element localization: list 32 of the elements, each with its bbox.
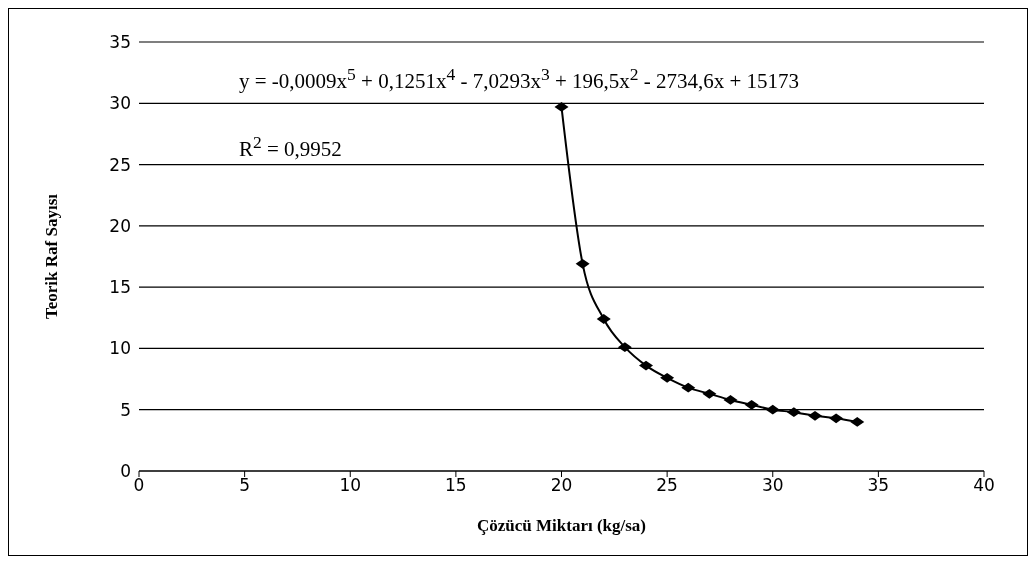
- y-tick-label: 30: [109, 93, 131, 114]
- y-axis-title: Teorik Raf Sayısı: [42, 193, 62, 320]
- y-tick-label: 25: [109, 154, 131, 175]
- annotation: R$^{2}$ = 0,9952: [239, 132, 342, 162]
- y-tick-label: 10: [109, 338, 131, 359]
- x-tick-label: 0: [133, 475, 145, 496]
- x-tick-label: 40: [973, 475, 995, 496]
- point: [744, 399, 759, 410]
- point: [575, 258, 590, 269]
- text: y = -0,0009x$^{5}$ + 0,1251x$^{4}$ - 7,0293x$^{3}$ + 196,5x$^{2}$ - 2734,6x + 15173: [239, 64, 800, 93]
- x-axis-title: Çözücü Miktarı (kg/sa): [476, 516, 647, 535]
- point: [702, 388, 717, 399]
- y-tick-label: 15: [109, 277, 131, 298]
- point: [786, 407, 801, 418]
- x-tick-label: 5: [239, 475, 251, 496]
- x-tick-label: 35: [867, 475, 890, 496]
- point: [681, 382, 696, 393]
- x-tick-label: 15: [445, 475, 467, 496]
- point: [617, 342, 632, 353]
- point: [829, 413, 844, 424]
- x-tick-label: 30: [761, 475, 784, 496]
- x-tick-label: 25: [656, 475, 678, 496]
- point: [639, 360, 653, 371]
- y-tick-label: 20: [109, 215, 131, 236]
- x-tick-label: 20: [550, 475, 573, 496]
- y-tick-label: 35: [109, 32, 131, 53]
- point: [808, 410, 822, 421]
- y-tick-label: 5: [120, 399, 131, 420]
- point: [660, 372, 675, 383]
- point: [765, 404, 780, 415]
- x-tick-label: 10: [339, 475, 362, 496]
- y-tick-label: 0: [120, 461, 131, 482]
